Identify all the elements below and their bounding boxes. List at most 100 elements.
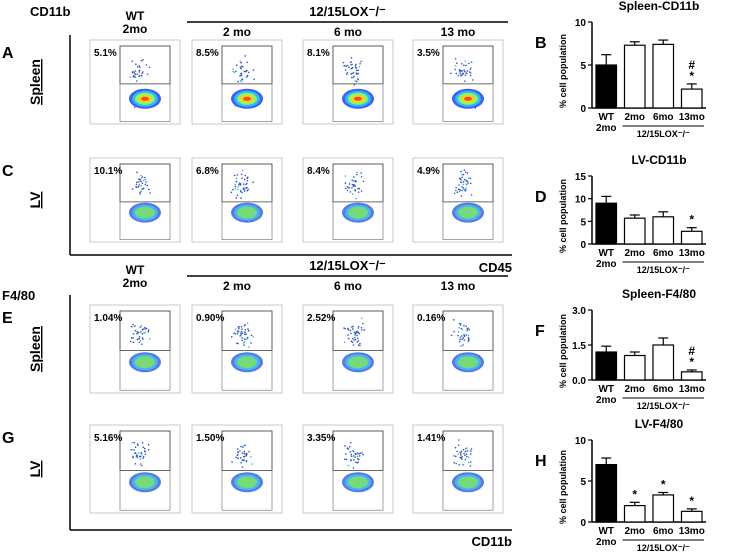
- x-tick-label: 2mo: [624, 248, 645, 259]
- event-dot: [344, 453, 347, 455]
- event-dot: [234, 332, 236, 335]
- event-dot: [235, 70, 237, 73]
- event-dot: [458, 190, 461, 193]
- event-dot: [237, 188, 239, 191]
- gate-percent: 1.50%: [196, 433, 224, 444]
- event-dot: [469, 74, 472, 77]
- event-dot: [355, 173, 358, 176]
- event-dot: [350, 340, 353, 343]
- event-dot: [361, 452, 363, 454]
- event-dot: [465, 180, 468, 182]
- event-dot: [146, 73, 149, 75]
- event-dot: [460, 450, 463, 453]
- group-label: 12/15LOX⁻/⁻: [637, 543, 690, 553]
- event-dot: [469, 177, 471, 180]
- gate: [332, 83, 384, 122]
- event-dot: [467, 334, 470, 337]
- event-dot: [236, 174, 239, 176]
- gate-percent: 5.16%: [94, 433, 122, 444]
- event-dot: [142, 328, 144, 330]
- event-dot: [460, 181, 463, 184]
- event-dot: [360, 190, 363, 192]
- gate-percent: 8.4%: [307, 166, 330, 177]
- event-dot: [351, 179, 353, 181]
- column-header: 13 mo: [441, 279, 476, 293]
- event-dot: [351, 76, 353, 79]
- event-dot: [244, 328, 247, 331]
- event-dot: [464, 454, 466, 457]
- event-dot: [236, 330, 239, 332]
- event-dot: [350, 459, 352, 462]
- event-dot: [140, 452, 142, 454]
- event-dot: [358, 332, 361, 335]
- x-tick-label: 6mo: [653, 112, 674, 123]
- gate-percent: 0.90%: [196, 313, 224, 324]
- event-dot: [242, 187, 245, 190]
- event-dot: [138, 338, 141, 340]
- event-dot: [353, 83, 356, 86]
- event-dot: [231, 461, 233, 463]
- event-dot: [351, 337, 354, 340]
- y-tick-label: 10: [575, 436, 587, 447]
- event-dot: [242, 459, 245, 462]
- event-dot: [459, 324, 462, 326]
- significance: *: [689, 355, 694, 369]
- event-dot: [357, 191, 360, 193]
- event-dot: [357, 72, 360, 75]
- plot-frame: [302, 39, 394, 125]
- event-dot: [344, 445, 346, 447]
- event-dot: [351, 72, 353, 75]
- event-dot: [345, 458, 348, 460]
- tissue-label: LV: [27, 460, 43, 478]
- density: [348, 206, 368, 219]
- event-dot: [465, 72, 468, 75]
- y-tick-label: 5: [580, 217, 586, 228]
- event-dot: [246, 179, 249, 182]
- density: [135, 476, 155, 489]
- event-dot: [350, 455, 353, 458]
- event-dot: [232, 188, 234, 191]
- event-dot: [460, 170, 462, 173]
- event-dot: [461, 456, 463, 458]
- event-dot: [144, 178, 147, 181]
- event-dot: [250, 455, 252, 458]
- event-dot: [465, 325, 467, 328]
- event-dot: [144, 326, 146, 329]
- y-tick-label: 0: [580, 240, 586, 251]
- event-dot: [148, 337, 151, 340]
- event-dot: [133, 106, 136, 109]
- plot-frame: [412, 304, 504, 394]
- event-dot: [246, 69, 248, 72]
- event-dot: [137, 186, 140, 188]
- group-header: 12/15LOX⁻/⁻: [309, 4, 386, 19]
- event-dot: [146, 184, 149, 187]
- event-dot: [246, 336, 249, 339]
- event-dot: [243, 455, 245, 458]
- event-dot: [357, 78, 360, 81]
- event-dot: [460, 322, 462, 325]
- event-dot: [140, 324, 143, 327]
- y-axis-label: % cell population: [558, 34, 568, 108]
- event-dot: [358, 453, 360, 455]
- density: [243, 96, 251, 101]
- gate-percent: 8.5%: [196, 48, 219, 59]
- event-dot: [144, 453, 147, 456]
- event-dot: [247, 71, 250, 74]
- event-dot: [357, 340, 360, 342]
- event-dot: [243, 338, 246, 341]
- gate: [221, 83, 273, 122]
- event-dot: [353, 184, 355, 186]
- event-dot: [144, 331, 146, 334]
- event-dot: [242, 342, 245, 344]
- event-dot: [347, 334, 349, 336]
- panel-letter: F: [535, 323, 545, 340]
- event-dot: [348, 66, 350, 69]
- gate-percent: 6.8%: [196, 166, 219, 177]
- event-dot: [357, 327, 360, 330]
- event-dot: [344, 69, 347, 71]
- plot-frame: [302, 424, 394, 514]
- event-dot: [246, 74, 249, 77]
- plot-frame: [302, 304, 394, 394]
- significance: #: [688, 344, 695, 358]
